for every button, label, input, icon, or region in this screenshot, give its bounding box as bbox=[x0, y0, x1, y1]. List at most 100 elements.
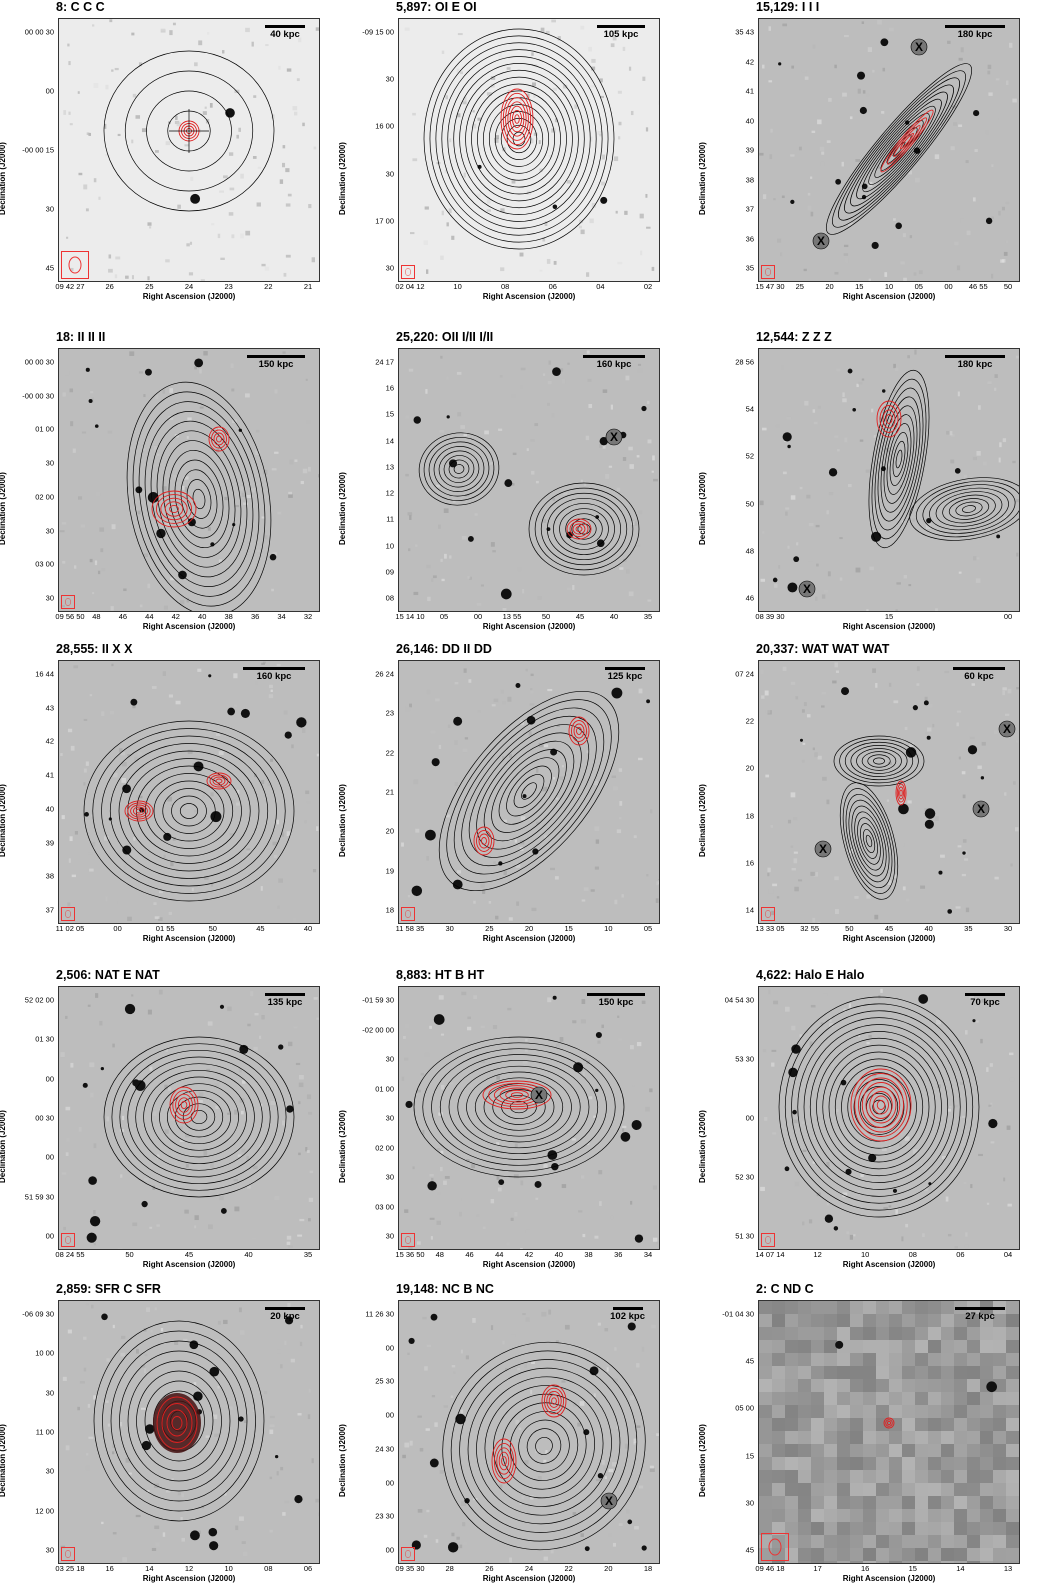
star bbox=[286, 1105, 293, 1112]
x-tick-label: 25 bbox=[485, 924, 493, 933]
star bbox=[84, 812, 89, 817]
y-tick-label: 38 bbox=[746, 175, 754, 184]
star bbox=[89, 399, 93, 403]
y-tick-label: 00 bbox=[386, 1546, 394, 1555]
y-tick-label: 24 17 bbox=[375, 358, 394, 367]
star bbox=[986, 218, 992, 224]
y-tick-label: 00 bbox=[46, 1153, 54, 1162]
x-tick-label: 12 bbox=[813, 1250, 821, 1259]
star bbox=[178, 571, 187, 580]
star bbox=[635, 1234, 643, 1242]
star bbox=[88, 1176, 97, 1185]
y-axis-label: Declination (J2000) bbox=[0, 1110, 7, 1183]
beam-icon bbox=[761, 1533, 789, 1561]
x-tick-label: 40 bbox=[924, 924, 932, 933]
y-tick-label: 16 00 bbox=[375, 122, 394, 131]
star bbox=[882, 389, 885, 392]
y-tick-label: 38 bbox=[46, 872, 54, 881]
x-tick-label: 36 bbox=[251, 612, 259, 621]
y-tick-label: 30 bbox=[386, 75, 394, 84]
x-tick-label: 44 bbox=[145, 612, 153, 621]
star bbox=[527, 716, 536, 725]
x-tick-label: 10 bbox=[861, 1250, 869, 1259]
x-axis-label: Right Ascension (J2000) bbox=[758, 622, 1020, 631]
star bbox=[190, 194, 200, 204]
star bbox=[95, 424, 99, 428]
star bbox=[627, 1520, 632, 1525]
y-tick-label: 00 00 30 bbox=[25, 358, 54, 367]
scale-bar: 150 kpc bbox=[247, 355, 305, 370]
x-tick-label: 42 bbox=[172, 612, 180, 621]
x-tick-label: 25 bbox=[796, 282, 804, 291]
y-tick-label: 51 59 30 bbox=[25, 1192, 54, 1201]
x-tick-label: 08 bbox=[909, 1250, 917, 1259]
x-tick-label: 40 bbox=[244, 1250, 252, 1259]
x-tick-label: 50 bbox=[209, 924, 217, 933]
scale-bar: 60 kpc bbox=[953, 667, 1005, 682]
star bbox=[968, 745, 977, 754]
y-tick-label: 00 bbox=[386, 1411, 394, 1420]
star bbox=[857, 72, 865, 80]
star bbox=[208, 674, 211, 677]
star bbox=[409, 1338, 415, 1344]
star bbox=[455, 1414, 465, 1424]
y-tick-label: 16 44 bbox=[35, 670, 54, 679]
star bbox=[432, 758, 440, 766]
y-tick-label: 39 bbox=[746, 146, 754, 155]
y-axis-label: Declination (J2000) bbox=[0, 784, 7, 857]
y-tick-label: 35 43 bbox=[735, 28, 754, 37]
star bbox=[405, 1101, 412, 1108]
star bbox=[792, 1110, 797, 1115]
x-axis-label: Right Ascension (J2000) bbox=[758, 292, 1020, 301]
star bbox=[87, 1233, 97, 1243]
x-tick-label: 36 bbox=[614, 1250, 622, 1259]
x-tick-label: 15 14 10 bbox=[395, 612, 424, 621]
svg-text:X: X bbox=[1003, 722, 1011, 736]
y-tick-label: 11 00 bbox=[36, 1428, 54, 1437]
x-tick-label: 09 46 18 bbox=[755, 1564, 784, 1573]
y-tick-label: 30 bbox=[46, 459, 54, 468]
y-tick-label: -06 09 30 bbox=[22, 1310, 54, 1319]
star bbox=[130, 699, 137, 706]
scale-bar-label: 180 kpc bbox=[945, 29, 1005, 40]
star bbox=[535, 1181, 542, 1188]
scale-bar: 150 kpc bbox=[587, 993, 645, 1008]
star bbox=[145, 369, 152, 376]
x-tick-label: 10 bbox=[224, 1564, 232, 1573]
x-tick-label: 09 56 50 bbox=[55, 612, 84, 621]
scale-bar-label: 160 kpc bbox=[243, 671, 305, 682]
scale-bar-label: 27 kpc bbox=[955, 1311, 1005, 1322]
x-tick-label: 04 bbox=[1004, 1250, 1012, 1259]
radio-optical-overlay-image: 20 kpc bbox=[58, 1300, 320, 1564]
star bbox=[447, 415, 450, 418]
y-tick-label: 10 00 bbox=[35, 1349, 54, 1358]
star bbox=[906, 747, 916, 757]
star bbox=[86, 368, 90, 372]
x-tick-label: 28 bbox=[445, 1564, 453, 1573]
y-tick-label: 11 bbox=[386, 515, 394, 524]
y-tick-label: 17 00 bbox=[375, 216, 394, 225]
scale-bar: 180 kpc bbox=[945, 25, 1005, 40]
radio-optical-overlay-image: 105 kpc bbox=[398, 18, 660, 282]
star bbox=[142, 1441, 151, 1450]
scale-bar-label: 150 kpc bbox=[247, 359, 305, 370]
panel-title: 19,148: NC B NC bbox=[396, 1282, 494, 1296]
beam-icon bbox=[761, 907, 775, 921]
y-tick-label: 25 30 bbox=[375, 1377, 394, 1386]
y-tick-label: 54 bbox=[746, 405, 754, 414]
panel-title: 2,859: SFR C SFR bbox=[56, 1282, 161, 1296]
